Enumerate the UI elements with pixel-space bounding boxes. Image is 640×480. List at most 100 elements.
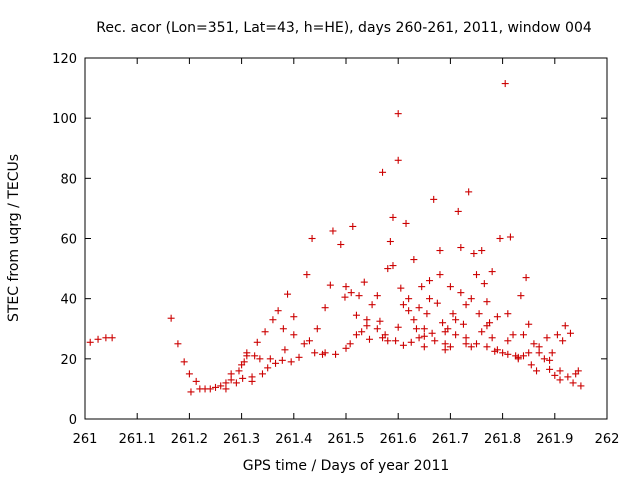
data-point [352,331,360,339]
data-point [86,338,94,346]
data-point [269,316,277,324]
data-point [410,316,418,324]
data-point [457,289,465,297]
data-point [517,292,525,300]
data-point [546,365,554,373]
y-tick-label: 60 [60,233,77,248]
data-point [519,331,527,339]
x-tick-label: 261.8 [484,432,521,447]
data-point [399,341,407,349]
data-point [278,356,286,364]
data-point [102,334,110,342]
data-point [308,235,316,242]
data-point [436,271,444,279]
data-point [326,281,334,289]
data-point [256,355,264,363]
data-point [439,319,447,327]
data-point [457,244,465,252]
data-point [441,340,449,348]
data-point [509,331,517,339]
data-point [561,322,569,330]
data-point [397,284,405,292]
data-point [574,367,582,375]
data-point [405,307,413,315]
data-point [475,310,483,318]
x-tick-labels: 261 261.1 261.2 261.3 261.4 261.5 261.6 261.7 26… [73,432,620,447]
data-point [389,213,397,221]
data-point [431,337,439,345]
data-point [504,310,512,318]
data-point [192,377,200,385]
data-point [473,271,480,279]
data-point [420,332,428,340]
data-point [180,358,188,366]
data-point [174,340,182,348]
data-point [428,329,436,337]
y-tick-label: 80 [60,172,77,187]
data-point [577,382,585,390]
data-point [441,346,449,354]
data-point [569,379,577,387]
data-point [355,292,363,300]
x-axis-label: GPS time / Days of year 2011 [243,458,450,474]
data-point [239,374,247,382]
data-point [284,290,292,298]
y-tick-label: 0 [69,413,77,428]
y-tick-label: 100 [52,112,77,127]
data-point [394,156,402,164]
data-point [501,80,509,88]
data-point [436,247,444,255]
data-point [368,301,376,309]
data-point [530,340,538,348]
data-point [446,283,454,291]
data-points [86,80,585,396]
data-point [420,343,428,351]
data-point [238,361,246,369]
data-point [483,322,491,330]
data-point [493,346,501,354]
data-point [473,340,480,348]
data-point [499,349,507,357]
data-point [346,340,354,348]
data-point [235,367,243,375]
data-point [519,352,527,360]
data-point [248,377,256,385]
data-point [522,274,530,282]
x-tick-label: 261 [73,432,98,447]
data-point [478,328,486,336]
data-point [206,385,214,393]
data-point [483,343,491,351]
data-point [329,227,337,235]
data-point [420,325,428,333]
data-point [227,370,235,378]
data-point [185,370,193,378]
data-point [452,331,460,339]
data-point [341,293,349,301]
data-point [504,337,512,345]
data-point [527,361,535,369]
data-point [311,349,319,357]
data-point [360,278,368,286]
data-point [407,338,415,346]
data-point [352,311,360,319]
data-point [488,268,496,276]
data-point [212,383,219,391]
data-point [274,307,282,315]
data-point [342,283,350,291]
data-point [533,367,541,375]
data-point [514,353,522,361]
data-point [287,358,295,366]
x-tick-label: 261.3 [223,432,260,447]
data-point [548,349,556,357]
data-point [379,168,387,176]
data-point [342,344,350,352]
x-tick-label: 261.7 [432,432,469,447]
data-point [303,271,311,279]
data-point [222,385,230,393]
data-point [349,222,357,230]
data-point [313,325,321,333]
data-point [363,316,371,324]
y-tick-label: 120 [52,52,77,67]
data-point [373,292,381,300]
